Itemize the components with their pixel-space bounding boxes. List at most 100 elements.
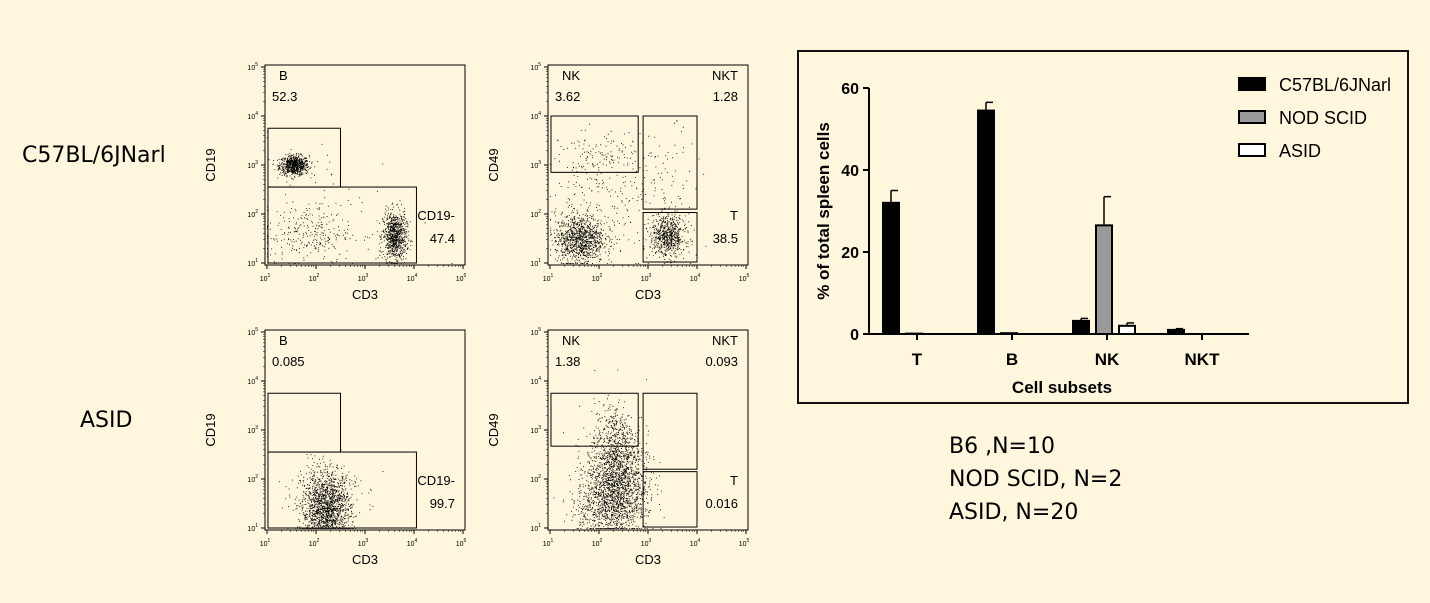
event-dots — [550, 120, 707, 264]
x-axis-label: CD3 — [352, 552, 378, 567]
x-tick-label: 101 — [543, 538, 554, 548]
gate-value-top-left: 3.62 — [555, 89, 580, 104]
x-tick-label: 102 — [592, 273, 603, 283]
bar — [1000, 332, 1018, 335]
x-tick-label: 103 — [641, 273, 652, 283]
y-axis-label: CD19 — [203, 413, 218, 446]
y-tick-label: 102 — [530, 474, 541, 484]
bar-y-tick-label: 60 — [841, 81, 859, 98]
y-tick-label: 105 — [247, 327, 258, 337]
gate-value-bottom-right: 47.4 — [430, 231, 455, 246]
y-axis-label: CD19 — [203, 148, 218, 181]
y-tick-label: 103 — [247, 160, 258, 170]
bar-chart-panel: 0 20 40 60 % of total spleen cells Cell subse… — [797, 50, 1409, 404]
event-dots — [267, 131, 453, 264]
bar — [1095, 224, 1113, 336]
gate-rect — [642, 212, 698, 263]
y-tick-label: 105 — [530, 62, 541, 72]
gate-value-top-left: 0.085 — [272, 354, 305, 369]
gate-label-top-right: NKT — [712, 68, 738, 83]
x-tick-label: 105 — [456, 273, 467, 283]
bar-chart: 0 20 40 60 % of total spleen cells Cell subse… — [814, 75, 1391, 397]
bar-y-tick-label: 20 — [841, 245, 859, 262]
gate-rect — [642, 471, 698, 528]
y-tick-label: 102 — [247, 474, 258, 484]
gate-rect — [267, 451, 417, 529]
legend-swatch — [1238, 110, 1266, 124]
gate-label-bottom-right: T — [730, 208, 738, 223]
y-tick-label: 101 — [247, 258, 258, 268]
y-tick-label: 104 — [530, 376, 541, 386]
y-tick-label: 101 — [247, 523, 258, 533]
gate-value-top-right: 0.093 — [705, 354, 738, 369]
bar-y-tick-label: 0 — [850, 327, 859, 344]
x-axis-label: CD3 — [352, 287, 378, 302]
gate-label-top-left: NK — [562, 333, 580, 348]
x-tick-label: 104 — [690, 538, 701, 548]
footnote-nod-scid: NOD SCID, N=2 — [949, 467, 1123, 492]
gate-rect — [550, 392, 639, 447]
gate-label-top-left: B — [279, 68, 288, 83]
legend-swatch — [1238, 77, 1266, 91]
x-tick-label: 105 — [739, 538, 750, 548]
footnote-b6: B6 ,N=10 — [949, 434, 1055, 459]
gate-rect — [267, 392, 341, 453]
facs-plot-b6-cd49: 101 101 102 102 103 103 104 104 105 105 CD3 CD49 NK 3… — [478, 55, 758, 305]
y-axis-label: CD49 — [486, 148, 501, 181]
row-label-c57: C57BL/6JNarl — [22, 143, 166, 168]
facs-plot-asid-cd19: 101 101 102 102 103 103 104 104 105 105 CD3 CD19 B 0.… — [195, 320, 475, 570]
footnote-asid: ASID, N=20 — [949, 500, 1079, 525]
bar-x-axis-title: Cell subsets — [1012, 378, 1112, 397]
bar — [1167, 328, 1185, 335]
gate-value-bottom-right: 99.7 — [430, 496, 455, 511]
gate-rect — [642, 392, 698, 470]
gate-value-top-left: 1.38 — [555, 354, 580, 369]
x-tick-label: 102 — [592, 538, 603, 548]
y-tick-label: 105 — [247, 62, 258, 72]
x-tick-label: 103 — [358, 538, 369, 548]
x-tick-label: 103 — [358, 273, 369, 283]
legend-label: ASID — [1279, 141, 1321, 161]
x-tick-label: 105 — [739, 273, 750, 283]
y-tick-label: 103 — [247, 425, 258, 435]
x-tick-label: 101 — [260, 538, 271, 548]
y-tick-label: 101 — [530, 523, 541, 533]
gate-rect — [267, 127, 341, 188]
bar-y-axis-title: % of total spleen cells — [814, 122, 833, 300]
event-dots — [279, 449, 384, 529]
bar — [882, 201, 900, 335]
y-tick-label: 103 — [530, 425, 541, 435]
gate-value-top-left: 52.3 — [272, 89, 297, 104]
bar — [1072, 319, 1090, 336]
bar — [977, 109, 995, 335]
x-tick-label: 101 — [260, 273, 271, 283]
x-tick-label: 105 — [456, 538, 467, 548]
facs-plot-asid-cd49: 101 101 102 102 103 103 104 104 105 105 CD3 CD49 NK 1… — [478, 320, 758, 570]
y-tick-label: 101 — [530, 258, 541, 268]
gate-label-top-right: NKT — [712, 333, 738, 348]
gate-label-bottom-right: CD19- — [417, 208, 455, 223]
y-tick-label: 102 — [530, 209, 541, 219]
gate-rect — [642, 115, 698, 210]
gate-rect — [267, 186, 417, 264]
x-tick-label: 101 — [543, 273, 554, 283]
x-axis-label: CD3 — [635, 552, 661, 567]
facs-plot-b6-cd19: 101 101 102 102 103 103 104 104 105 105 CD3 CD19 B 52… — [195, 55, 475, 305]
y-tick-label: 104 — [530, 111, 541, 121]
gate-label-bottom-right: CD19- — [417, 473, 455, 488]
bar-x-tick-label: NKT — [1185, 350, 1221, 369]
legend-label: C57BL/6JNarl — [1279, 75, 1391, 95]
sample-size-notes: B6 ,N=10 NOD SCID, N=2 ASID, N=20 — [949, 430, 1122, 529]
legend-swatch — [1238, 143, 1266, 157]
bar-y-tick-label: 40 — [841, 163, 859, 180]
row-label-asid: ASID — [80, 408, 133, 433]
y-tick-label: 104 — [247, 376, 258, 386]
y-tick-label: 105 — [530, 327, 541, 337]
legend-label: NOD SCID — [1279, 108, 1367, 128]
x-tick-label: 104 — [407, 538, 418, 548]
x-tick-label: 102 — [309, 273, 320, 283]
y-tick-label: 102 — [247, 209, 258, 219]
